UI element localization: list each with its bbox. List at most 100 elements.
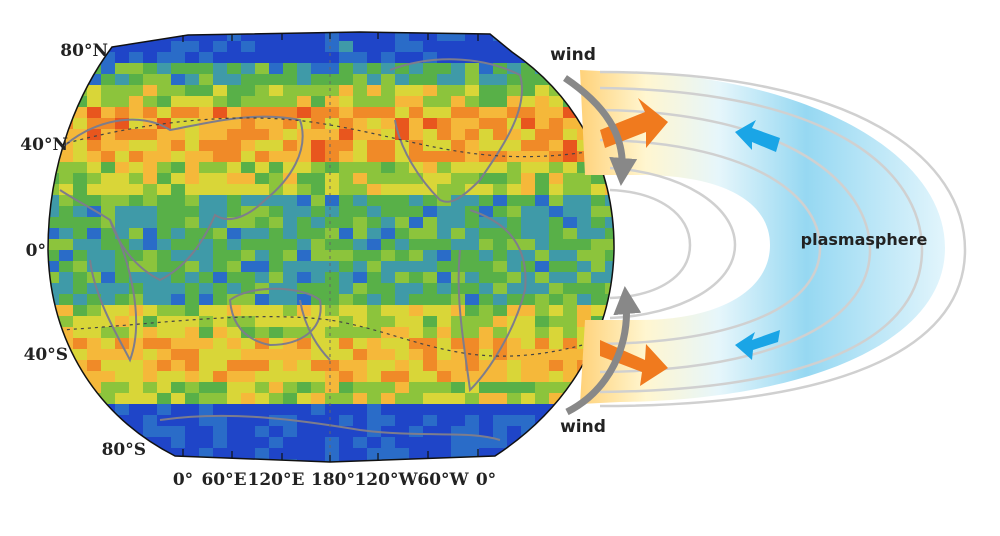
heatmap-cell (157, 459, 172, 462)
heatmap-cell (227, 118, 242, 130)
heatmap-cell (185, 129, 200, 141)
heatmap-cell (311, 162, 326, 174)
heatmap-cell (59, 206, 74, 218)
heatmap-cell (395, 382, 410, 394)
heatmap-cell (339, 371, 354, 383)
heatmap-cell (521, 96, 536, 108)
heatmap-cell (563, 459, 578, 462)
heatmap-cell (227, 206, 242, 218)
heatmap-cell (507, 272, 522, 284)
heatmap-cell (395, 162, 410, 174)
heatmap-cell (73, 74, 88, 86)
heatmap-cell (157, 217, 172, 229)
heatmap-cell (577, 437, 592, 449)
heatmap-cell (339, 52, 354, 64)
heatmap-cell (549, 96, 564, 108)
heatmap-cell (157, 261, 172, 273)
heatmap-cell (185, 151, 200, 163)
heatmap-cell (353, 129, 368, 141)
heatmap-cell (381, 195, 396, 207)
heatmap-cell (493, 415, 508, 427)
heatmap-cell (507, 404, 522, 416)
heatmap-cell (213, 250, 228, 262)
heatmap-cell (255, 162, 270, 174)
heatmap-cell (437, 448, 452, 460)
heatmap-cell (409, 283, 424, 295)
heatmap-cell (157, 415, 172, 427)
heatmap-cell (451, 74, 466, 86)
heatmap-cell (101, 96, 116, 108)
heatmap-cell (171, 283, 186, 295)
heatmap-cell (353, 74, 368, 86)
heatmap-cell (255, 184, 270, 196)
heatmap-cell (451, 316, 466, 328)
heatmap-cell (535, 393, 550, 405)
heatmap-cell (381, 184, 396, 196)
heatmap-cell (227, 448, 242, 460)
heatmap-cell (605, 448, 615, 460)
heatmap-cell (409, 448, 424, 460)
heatmap-cell (521, 118, 536, 130)
heatmap-cell (479, 250, 494, 262)
heatmap-cell (577, 206, 592, 218)
heatmap-cell (521, 52, 536, 64)
heatmap-cell (283, 195, 298, 207)
heatmap-cell (451, 140, 466, 152)
heatmap-cell (185, 228, 200, 240)
heatmap-cell (199, 272, 214, 284)
heatmap-cell (241, 118, 256, 130)
heatmap-cell (283, 371, 298, 383)
heatmap-cell (283, 327, 298, 339)
heatmap-cell (381, 448, 396, 460)
heatmap-cell (171, 316, 186, 328)
heatmap-cell (227, 96, 242, 108)
heatmap-cell (339, 206, 354, 218)
heatmap-cell (115, 195, 130, 207)
heatmap-cell (563, 184, 578, 196)
heatmap-cell (171, 338, 186, 350)
heatmap-cell (199, 382, 214, 394)
heatmap-cell (409, 404, 424, 416)
heatmap-cell (409, 327, 424, 339)
heatmap-cell (549, 173, 564, 185)
heatmap-cell (493, 118, 508, 130)
heatmap-cell (59, 415, 74, 427)
heatmap-cell (227, 173, 242, 185)
heatmap-cell (479, 96, 494, 108)
heatmap-cell (381, 129, 396, 141)
heatmap-cell (395, 195, 410, 207)
heatmap-cell (269, 393, 284, 405)
heatmap-cell (339, 294, 354, 306)
heatmap-cell (157, 360, 172, 372)
heatmap-cell (437, 393, 452, 405)
heatmap-cell (479, 239, 494, 251)
heatmap-cell (213, 118, 228, 130)
heatmap-cell (87, 415, 102, 427)
heatmap-cell (549, 316, 564, 328)
heatmap-cell (395, 239, 410, 251)
heatmap-cell (479, 129, 494, 141)
heatmap-cell (549, 129, 564, 141)
heatmap-cell (409, 371, 424, 383)
heatmap-cell (479, 52, 494, 64)
heatmap-cell (521, 32, 536, 42)
heatmap-cell (255, 228, 270, 240)
heatmap-cell (241, 327, 256, 339)
heatmap-cell (87, 283, 102, 295)
heatmap-cell (129, 206, 144, 218)
heatmap-cell (101, 228, 116, 240)
heatmap-cell (115, 272, 130, 284)
heatmap-cell (409, 52, 424, 64)
heatmap-cell (493, 239, 508, 251)
heatmap-cell (465, 349, 480, 361)
heatmap-cell (577, 217, 592, 229)
heatmap-cell (423, 448, 438, 460)
heatmap-cell (451, 250, 466, 262)
heatmap-cell (409, 195, 424, 207)
heatmap-cell (437, 140, 452, 152)
heatmap-cell (465, 107, 480, 119)
heatmap-cell (409, 239, 424, 251)
heatmap-cell (535, 382, 550, 394)
heatmap-cell (549, 371, 564, 383)
heatmap-cell (339, 349, 354, 361)
